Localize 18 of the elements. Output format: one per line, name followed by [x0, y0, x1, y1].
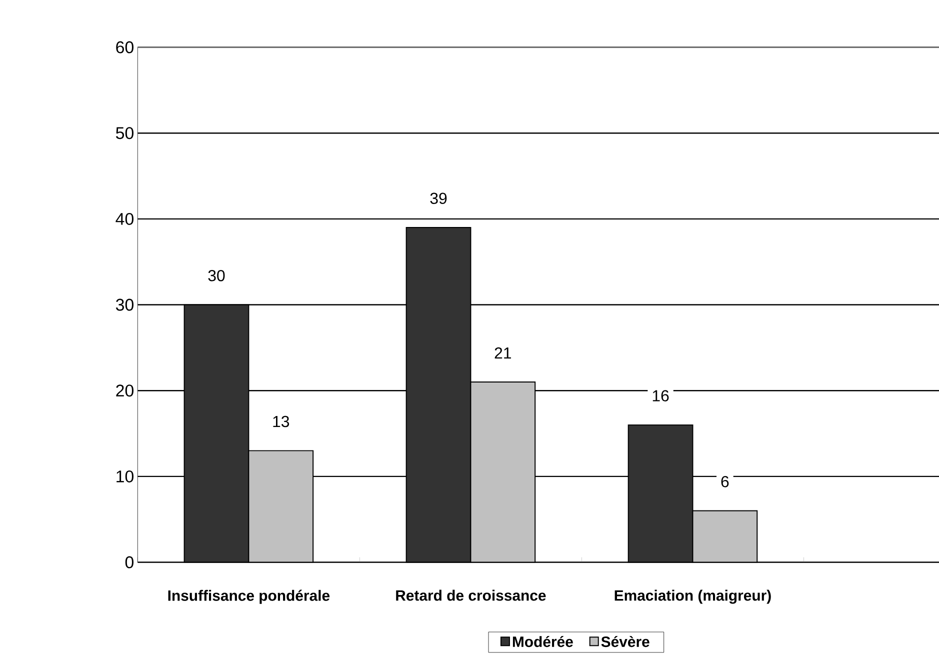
y-tick-label: 10	[116, 470, 134, 482]
y-tick-label: 20	[116, 384, 134, 397]
y-tick-label: 0	[125, 556, 134, 568]
legend-label: Sévère	[601, 636, 650, 648]
x-tick-label: Insuffisance pondérale	[168, 590, 330, 604]
y-tick-label: 50	[116, 127, 134, 140]
y-tick-label: 30	[116, 298, 134, 311]
data-label: 21	[494, 347, 511, 358]
y-tick-label: 60	[116, 41, 134, 54]
legend-label: Modérée	[512, 636, 573, 648]
data-label: 30	[208, 270, 225, 282]
x-tick-label: Retard de croissance	[396, 590, 546, 601]
data-label: 16	[652, 390, 669, 402]
y-tick-label: 40	[116, 212, 134, 225]
data-label: 39	[430, 192, 447, 204]
x-tick-label: Emaciation (maigreur)	[614, 590, 771, 604]
data-label: 6	[721, 476, 729, 488]
data-label: 13	[273, 416, 290, 428]
